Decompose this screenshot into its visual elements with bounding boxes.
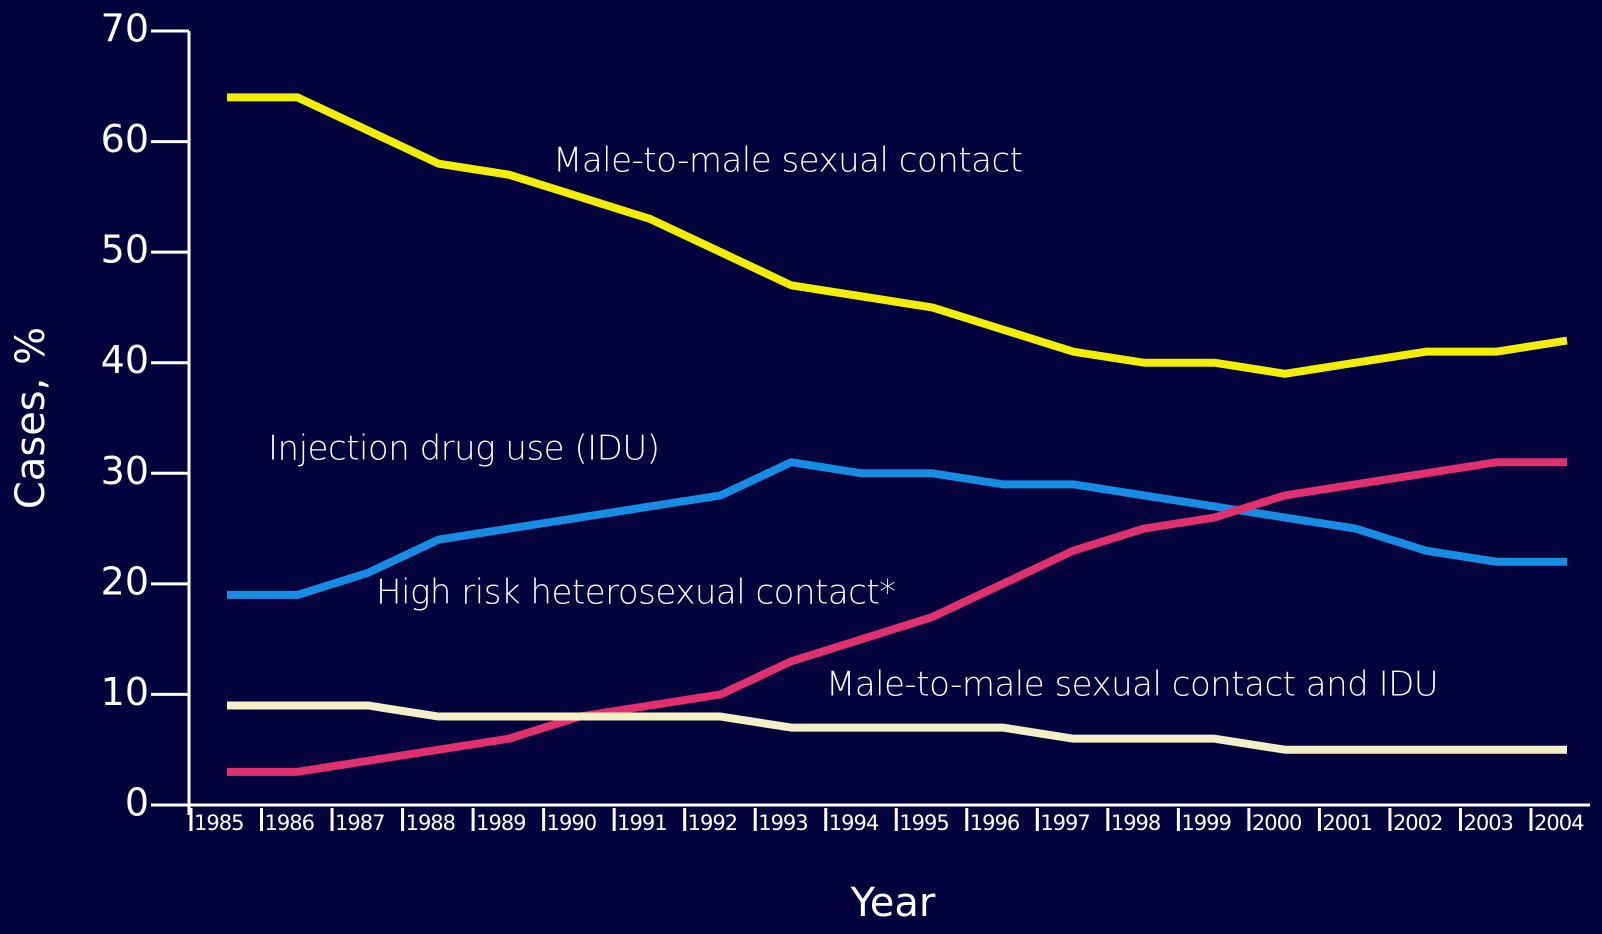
x-tick-label: 1995 <box>899 811 948 835</box>
series-line <box>227 458 1567 776</box>
series-line <box>227 93 1568 378</box>
x-tick-label: 2004 <box>1534 811 1584 835</box>
series-line <box>227 458 1567 599</box>
x-tick-label: 2001 <box>1322 811 1371 835</box>
y-tick-label: 50 <box>101 228 149 272</box>
x-tick-label: 2000 <box>1252 811 1301 835</box>
x-tick-label: 1996 <box>970 811 1020 835</box>
x-tick-label: 1985 <box>194 811 243 835</box>
x-tick-label: 2003 <box>1463 811 1512 835</box>
y-tick-label: 30 <box>101 449 149 493</box>
y-tick-label: 40 <box>101 338 149 382</box>
x-axis-label: Year <box>850 880 936 926</box>
x-tick-label: 1997 <box>1040 811 1089 835</box>
y-axis-label: Cases, % <box>8 327 54 509</box>
y-tick-label: 10 <box>101 670 149 714</box>
series-annotation: Injection drug use (IDU) <box>268 429 660 469</box>
y-tick-label: 0 <box>125 781 149 825</box>
x-tick-label: 1994 <box>829 811 879 835</box>
x-tick-label: 1993 <box>758 811 807 835</box>
series-annotation: High risk heterosexual contact* <box>376 573 896 613</box>
x-tick-label: 1990 <box>547 811 596 835</box>
x-tick-label: 1986 <box>265 811 315 835</box>
series-annotation: Male-to-male sexual contact and IDU <box>826 665 1438 705</box>
x-tick-label: 1999 <box>1181 811 1230 835</box>
series-line <box>227 701 1567 754</box>
x-tick-label: 1989 <box>476 811 525 835</box>
x-tick-label: 1987 <box>335 811 384 835</box>
series-annotation: Male-to-male sexual contact <box>553 141 1023 181</box>
x-tick-label: 2002 <box>1393 811 1442 835</box>
y-tick-label: 70 <box>101 7 149 51</box>
y-tick-label: 60 <box>101 117 149 161</box>
x-tick-label: 1998 <box>1111 811 1160 835</box>
x-tick-label: 1988 <box>406 811 455 835</box>
y-tick-label: 20 <box>101 559 149 603</box>
x-tick-label: 1991 <box>617 811 666 835</box>
x-tick-label: 1992 <box>688 811 737 835</box>
